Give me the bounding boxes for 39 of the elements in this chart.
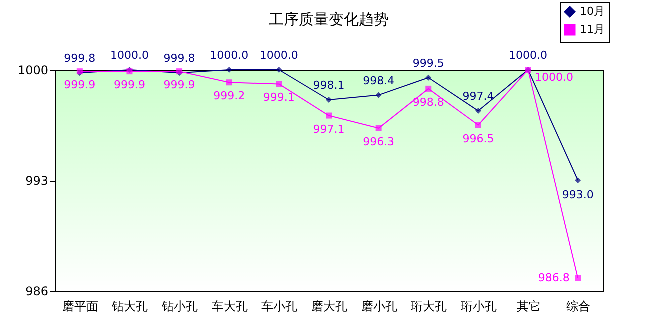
data-label: 999.9 <box>164 78 196 92</box>
x-tick-label: 其它 <box>516 300 541 314</box>
data-label: 998.4 <box>363 74 395 88</box>
data-label: 1000.0 <box>110 49 149 62</box>
y-tick-label: 1000 <box>18 64 48 78</box>
data-label: 998.1 <box>313 78 345 92</box>
x-tick-label: 钻小孔 <box>161 300 198 314</box>
data-label: 999.2 <box>214 90 246 103</box>
data-label: 986.8 <box>538 271 570 284</box>
x-tick-label: 车小孔 <box>262 300 298 314</box>
x-tick-label: 车大孔 <box>212 300 248 314</box>
data-label: 999.9 <box>114 78 146 92</box>
legend-label: 11月 <box>580 23 605 36</box>
data-label: 999.8 <box>164 52 196 66</box>
y-tick-label: 986 <box>26 284 48 298</box>
x-tick-label: 磨平面 <box>62 300 98 314</box>
x-tick-label: 综合 <box>566 300 591 314</box>
data-label: 999.8 <box>64 52 96 66</box>
legend-label: 10月 <box>580 5 605 18</box>
y-tick-label: 993 <box>26 174 48 188</box>
data-label: 1000.0 <box>535 71 574 84</box>
data-label: 999.9 <box>64 78 96 92</box>
data-label: 996.5 <box>462 132 494 146</box>
data-label: 998.8 <box>412 96 444 109</box>
x-tick-label: 珩小孔 <box>460 300 497 314</box>
data-label: 996.3 <box>363 135 395 148</box>
data-label: 997.4 <box>462 90 494 104</box>
data-label: 997.1 <box>313 122 345 136</box>
data-label: 999.1 <box>263 91 295 104</box>
x-tick-label: 钻大孔 <box>111 300 148 314</box>
data-label: 1000.0 <box>509 49 548 62</box>
data-label: 999.5 <box>412 56 444 70</box>
x-tick-label: 磨小孔 <box>361 300 398 314</box>
x-tick-label: 磨大孔 <box>312 300 348 314</box>
data-label: 1000.0 <box>260 49 298 62</box>
data-label: 993.0 <box>562 188 594 202</box>
chart-title: 工序质量变化趋势 <box>269 10 389 28</box>
data-label: 1000.0 <box>210 49 249 62</box>
x-tick-label: 珩大孔 <box>411 300 448 314</box>
